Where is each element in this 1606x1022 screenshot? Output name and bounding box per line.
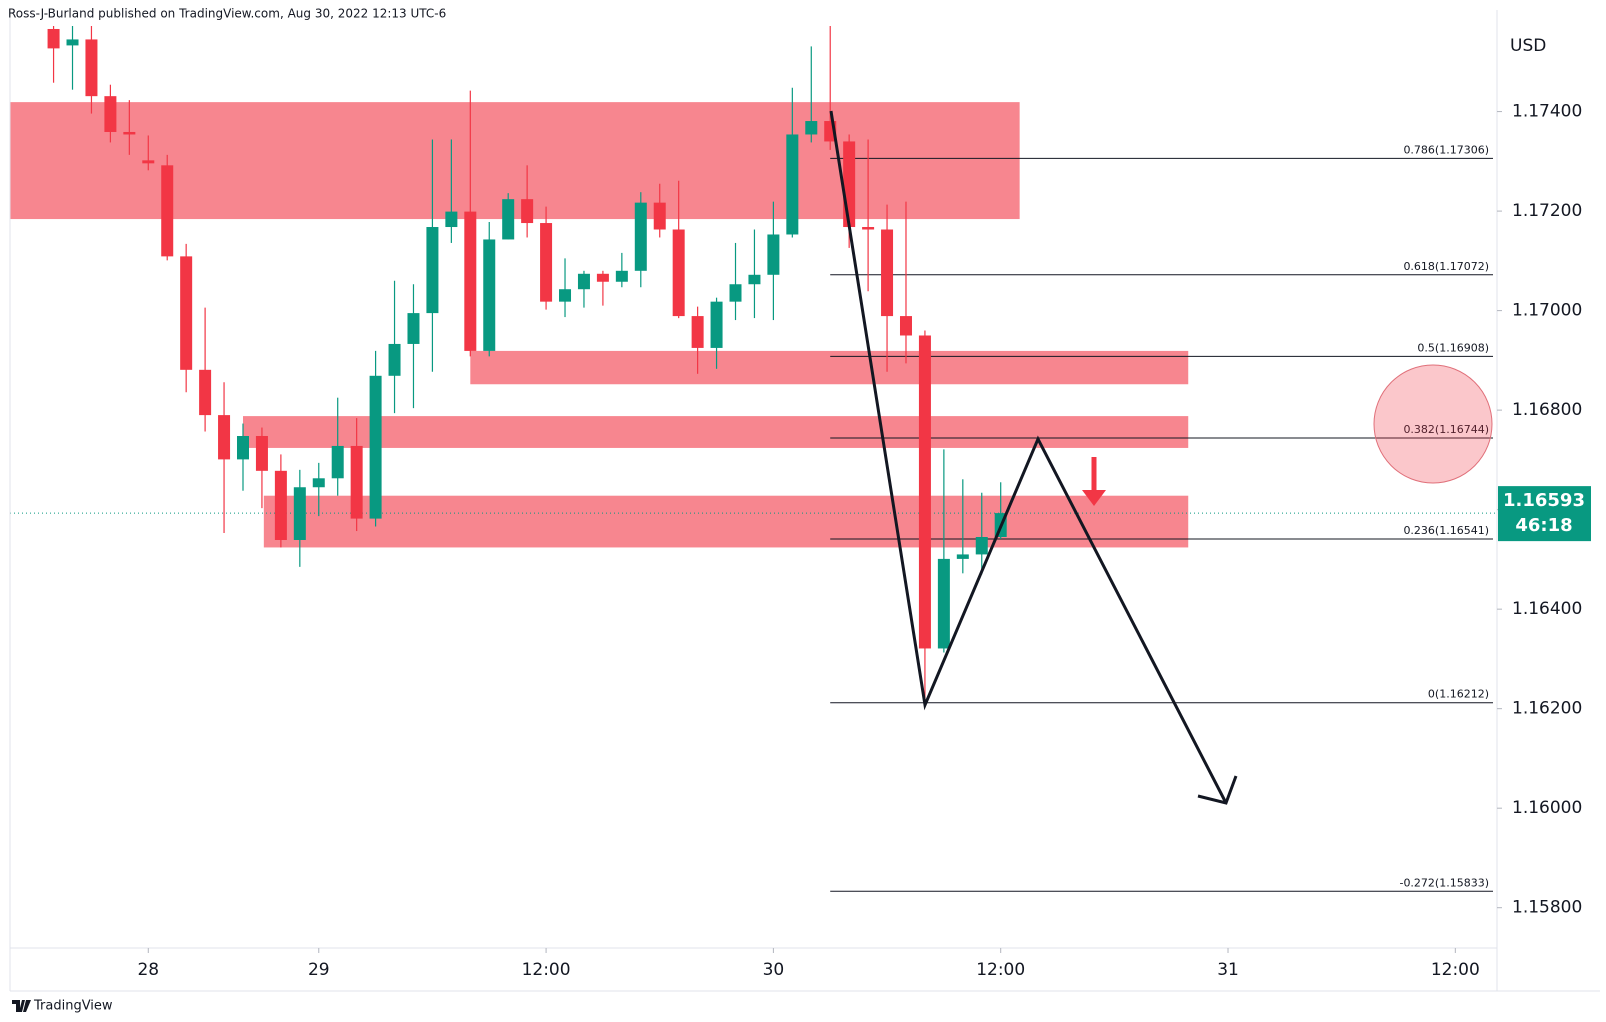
candle-body [331, 445, 344, 479]
candle-body [653, 202, 666, 230]
candle-body [161, 165, 174, 257]
x-tick-label: 12:00 [1431, 960, 1480, 980]
candle-body [274, 470, 287, 540]
candle-body [445, 211, 458, 228]
y-tick-label: 1.17200 [1512, 201, 1582, 221]
x-tick-label: 30 [763, 960, 785, 980]
x-tick-label: 12:00 [522, 960, 571, 980]
candle-body [729, 284, 742, 302]
candle-body [388, 343, 401, 376]
candle-body [918, 335, 931, 649]
candle-body [975, 537, 988, 555]
fib-label: 0.382(1.16744) [1403, 423, 1489, 436]
candle-body [66, 39, 79, 46]
x-tick-label: 29 [308, 960, 330, 980]
x-tick-label: 12:00 [976, 960, 1025, 980]
price-box [1498, 486, 1591, 542]
price-label: 1.16593 [1503, 490, 1585, 511]
candle-body [805, 121, 818, 135]
candle-body [85, 39, 98, 97]
y-tick-label: 1.16200 [1512, 699, 1582, 719]
candle-body [464, 211, 477, 351]
zone [263, 495, 1189, 548]
candle-body [691, 316, 704, 348]
candle-body [748, 274, 761, 285]
y-tick-label: 1.16000 [1512, 798, 1582, 818]
y-tick-label: 1.17000 [1512, 301, 1582, 321]
highlight-circle [1373, 364, 1493, 484]
fib-label: 0.236(1.16541) [1403, 524, 1489, 537]
header: Ross-J-Burland published on TradingView.… [8, 7, 446, 21]
candle-body [502, 199, 515, 240]
candle-body [483, 239, 496, 351]
y-tick-label: 1.16800 [1512, 400, 1582, 420]
candle-body [767, 234, 780, 275]
fib-label: 0.5(1.16908) [1417, 341, 1489, 354]
x-tick-label: 31 [1217, 960, 1239, 980]
candle-body [786, 134, 799, 235]
candle-body [615, 270, 628, 282]
x-tick-label: 28 [137, 960, 159, 980]
candle-body [350, 445, 363, 519]
candle-body [426, 227, 439, 314]
axes [9, 10, 1600, 992]
candle-body [369, 375, 382, 519]
candle-body [710, 301, 723, 348]
candle-body [521, 199, 534, 224]
countdown-label: 46:18 [1515, 515, 1572, 536]
fib-levels: 0.786(1.17306) 0.618(1.17072) 0.5(1.16908)… [10, 143, 1497, 892]
logo-mark [12, 1000, 31, 1012]
candle-body [577, 273, 590, 290]
fib-label: -0.272(1.15833) [1399, 876, 1489, 889]
candle-body [540, 223, 553, 302]
candle-body [937, 558, 950, 649]
candle-body [255, 435, 268, 471]
drawings [829, 110, 1493, 805]
y-axis-label: USD [1510, 36, 1546, 56]
fib-label: 0.786(1.17306) [1403, 143, 1489, 156]
fib-label: 0(1.16212) [1428, 688, 1489, 701]
candle-body [899, 316, 912, 336]
zigzag-drawing [829, 110, 1228, 804]
candles [47, 26, 1007, 703]
candle-body [180, 256, 193, 370]
y-tick-label: 1.15800 [1512, 898, 1582, 918]
candle-body [199, 369, 212, 416]
candle-body [47, 28, 60, 49]
candle-body [956, 554, 969, 559]
down-arrow-head [1082, 490, 1106, 506]
zone [242, 416, 1189, 448]
candle-body [123, 131, 136, 135]
y-tick-label: 1.17400 [1512, 102, 1582, 122]
candle-body [293, 487, 306, 540]
candle-body [142, 160, 155, 164]
tradingview-logo [12, 1000, 31, 1012]
arrow-head [1197, 775, 1238, 805]
candle-body [559, 289, 572, 302]
candle-body [312, 478, 325, 488]
candle-body [862, 227, 875, 230]
labels: Ross-J-Burland published on TradingView.… [8, 7, 1591, 1014]
candle-body [843, 141, 856, 228]
candle-body [236, 435, 249, 460]
candle-body [407, 313, 420, 344]
fib-label: 0.618(1.17072) [1403, 260, 1489, 273]
candle-body [596, 273, 609, 282]
candle-body [881, 229, 894, 317]
footer: TradingView [33, 999, 113, 1014]
candle-body [634, 202, 647, 271]
candle-body [672, 229, 685, 317]
y-tick-label: 1.16400 [1512, 599, 1582, 619]
candle-body [104, 96, 117, 132]
candle-body [218, 415, 231, 460]
